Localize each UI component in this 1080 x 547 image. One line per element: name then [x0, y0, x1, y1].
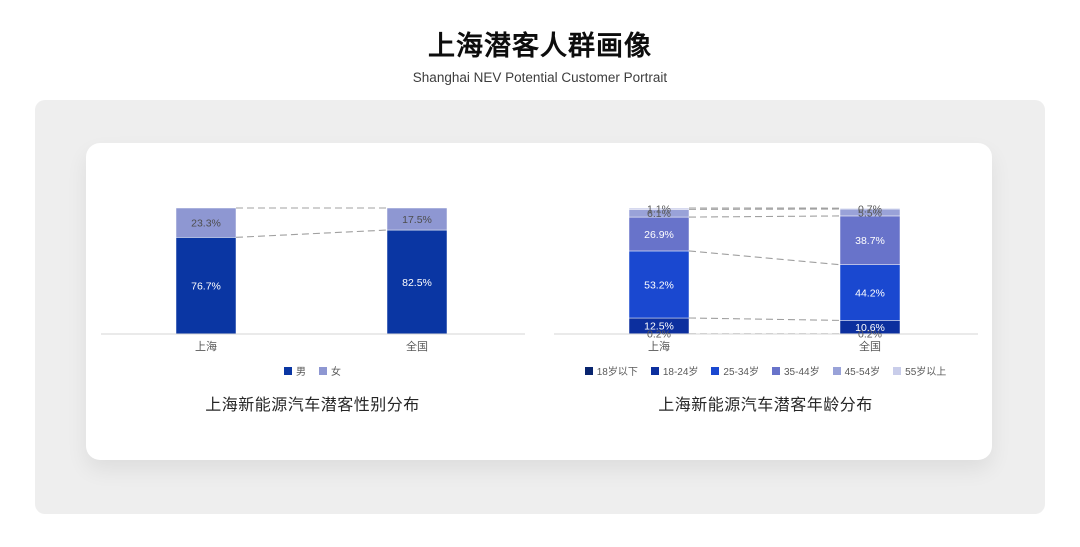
legend-swatch [711, 366, 720, 375]
legend-label: 18-24岁 [662, 367, 699, 378]
age-chart-title: 上海新能源汽车潜客年龄分布 [658, 397, 873, 414]
bar-segment [628, 207, 689, 210]
legend-swatch [772, 366, 780, 375]
connector-line [235, 229, 387, 238]
age-distribution-chart: 上海 全国 0.2% 12.5% 53.2% 26.9% 6.1% 1.1% 0.2% 10.6%… [539, 203, 992, 415]
age-chart-legend: 18岁以下 18-24岁 25-34岁 35-44岁 45-54岁 55岁以上 [584, 363, 946, 378]
value-label: 76.7% [191, 280, 221, 292]
legend-swatch [650, 366, 659, 375]
gender-distribution-chart: 上海 全国 76.7% 23.3% 82.5% 17.5% 男女 上海新能源汽车潜客性别分… [86, 207, 539, 415]
legend-swatch [584, 366, 593, 375]
value-label: 26.9% [644, 229, 674, 241]
value-label: 6.1% [647, 208, 671, 220]
legend-item: 女 [319, 363, 341, 378]
value-label: 38.7% [855, 235, 885, 247]
page-subtitle: Shanghai NEV Potential Customer Portrait [412, 70, 668, 85]
bar-segment [839, 264, 900, 321]
legend-label: 35-44岁 [784, 367, 820, 378]
value-label: 82.5% [402, 277, 432, 289]
value-label: 12.5% [644, 321, 674, 333]
content-panel: 上海 全国 76.7% 23.3% 82.5% 17.5% 男女 上海新能源汽车潜客性别分… [35, 100, 1045, 514]
gender-chart-plot: 上海 全国 76.7% 23.3% 82.5% 17.5% [100, 207, 525, 353]
value-label: 10.6% [855, 322, 885, 334]
category-label: 全国 [406, 339, 428, 353]
legend-label: 18岁以下 [596, 367, 638, 378]
connector-line [688, 317, 840, 321]
category-label: 上海 [648, 339, 670, 353]
value-label: 44.2% [855, 287, 885, 299]
legend-label: 55岁以上 [905, 367, 947, 378]
connector-line [688, 215, 840, 218]
bar-segment [839, 215, 900, 266]
legend-label: 男 [296, 367, 306, 378]
age-chart-plot: 上海 全国0.2%12.5%53.2%26.9%6.1%1.1%0.2%10.6%… [553, 203, 978, 353]
legend-item: 18岁以下 [584, 363, 638, 378]
value-label: 17.5% [402, 214, 432, 226]
legend-label: 45-54岁 [844, 367, 881, 378]
category-label: 全国 [859, 339, 881, 353]
legend-item: 男 [284, 363, 306, 378]
charts-card: 上海 全国 76.7% 23.3% 82.5% 17.5% 男女 上海新能源汽车潜客性别分… [86, 143, 992, 460]
value-label: 5.5% [858, 207, 882, 219]
gender-chart-title: 上海新能源汽车潜客性别分布 [205, 397, 420, 414]
legend-swatch [832, 366, 841, 375]
legend-swatch [893, 366, 902, 375]
gender-chart-legend: 男女 [284, 363, 341, 378]
legend-swatch [319, 366, 327, 375]
charts-row: 上海 全国 76.7% 23.3% 82.5% 17.5% 男女 上海新能源汽车潜客性别分… [86, 143, 992, 415]
bar-segment [839, 207, 900, 210]
legend-item: 25-34岁 [711, 363, 759, 378]
page-title: 上海潜客人群画像 [428, 31, 652, 61]
value-label: 0.2% [858, 329, 882, 341]
category-label: 上海 [195, 339, 217, 353]
bar-segment [386, 207, 447, 231]
page-header: 上海潜客人群画像 Shanghai NEV Potential Customer… [0, 24, 1080, 85]
value-label: 0.2% [647, 329, 671, 341]
value-label: 53.2% [644, 279, 674, 291]
value-label: 23.3% [191, 217, 221, 229]
bar-segment [175, 237, 236, 335]
bar-segment [175, 207, 236, 238]
value-label: 0.7% [858, 203, 882, 215]
legend-item: 45-54岁 [832, 363, 881, 378]
value-label: 1.1% [647, 203, 671, 215]
legend-item: 55岁以上 [893, 363, 946, 378]
legend-label: 25-34岁 [723, 367, 759, 378]
legend-item: 18-24岁 [650, 363, 699, 378]
connector-line [688, 250, 840, 266]
legend-item: 35-44岁 [772, 363, 820, 378]
legend-swatch [284, 366, 292, 375]
legend-label: 女 [331, 367, 341, 378]
